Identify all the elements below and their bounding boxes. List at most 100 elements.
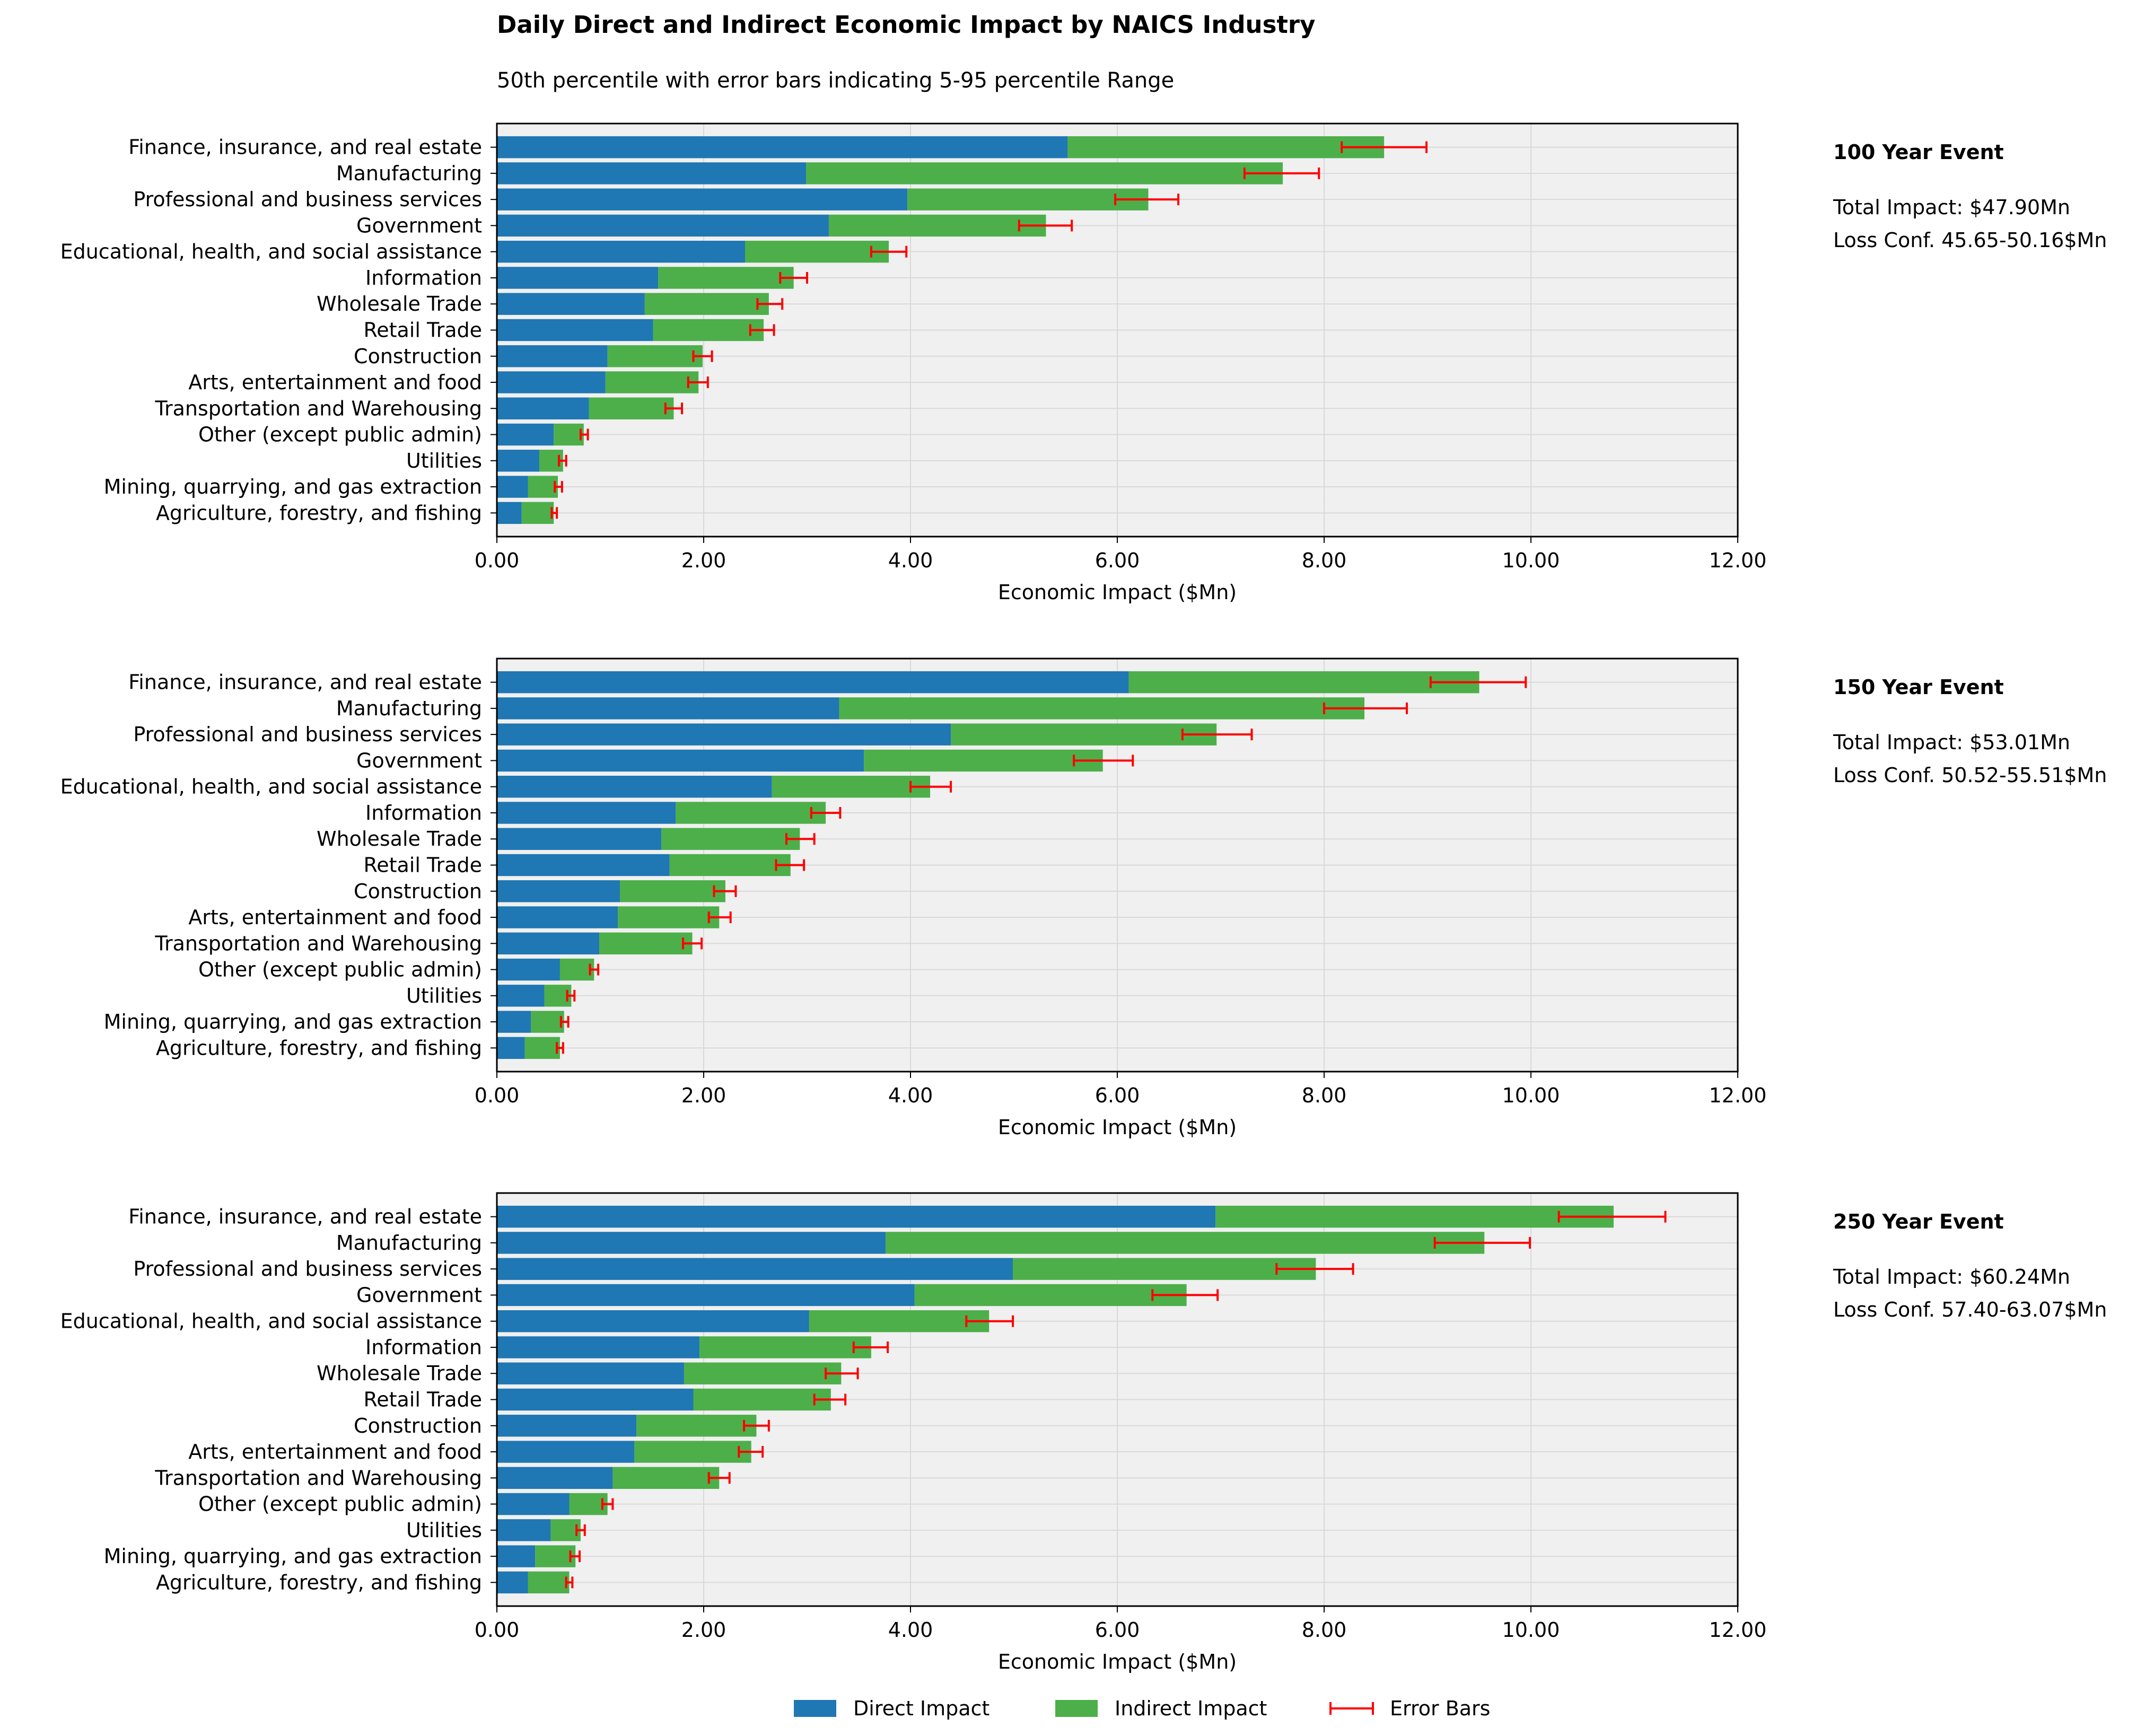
legend-label: Indirect Impact xyxy=(1115,1697,1267,1720)
bar-indirect xyxy=(535,1545,576,1567)
error-bar xyxy=(589,963,600,976)
error-bar xyxy=(1243,167,1320,179)
x-tick-label: 4.00 xyxy=(888,549,933,572)
error-bar xyxy=(743,1419,770,1432)
error-bar xyxy=(1557,1211,1667,1223)
y-tick-label: Finance, insurance, and real estate xyxy=(128,1205,482,1229)
bar-direct xyxy=(497,932,600,954)
error-bar xyxy=(554,481,563,493)
error-bar xyxy=(756,298,784,310)
y-tick-label: Government xyxy=(356,1283,482,1307)
bar-direct xyxy=(497,1441,635,1463)
bar-direct xyxy=(497,1232,886,1254)
bar-direct xyxy=(497,188,908,211)
error-bar xyxy=(852,1341,889,1353)
error-bar xyxy=(559,1016,570,1028)
x-tick-label: 12.00 xyxy=(1709,1618,1767,1642)
bar-indirect xyxy=(644,293,769,315)
y-tick-label: Information xyxy=(365,801,482,825)
error-bar xyxy=(965,1315,1014,1327)
bar-indirect xyxy=(684,1362,842,1384)
x-tick-label: 6.00 xyxy=(1095,549,1140,572)
bar-direct xyxy=(497,1415,637,1437)
error-bar xyxy=(713,885,737,897)
loss-confidence: Loss Conf. 45.65-50.16$Mn xyxy=(1833,229,2107,252)
error-bar xyxy=(825,1367,859,1380)
bar-indirect xyxy=(914,1284,1187,1307)
y-tick-label: Educational, health, and social assistan… xyxy=(60,1310,482,1333)
error-bar xyxy=(785,833,816,845)
x-tick-label: 10.00 xyxy=(1502,1618,1560,1642)
bar-direct xyxy=(497,1545,536,1567)
x-tick-label: 10.00 xyxy=(1502,1084,1560,1107)
y-tick-label: Transportation and Warehousing xyxy=(154,397,482,420)
y-tick-label: Professional and business services xyxy=(133,723,482,746)
bar-indirect xyxy=(599,932,693,954)
bar-indirect xyxy=(620,880,725,902)
total-impact: Total Impact: $53.01Mn xyxy=(1833,731,2070,754)
x-tick-label: 6.00 xyxy=(1095,1618,1140,1642)
error-bar xyxy=(682,937,703,950)
legend-item-error-bars: Error Bars xyxy=(1329,1697,1490,1720)
bar-direct xyxy=(497,450,539,472)
chart-panels: Finance, insurance, and real estateManuf… xyxy=(60,122,2107,1673)
chart-panel-1: Finance, insurance, and real estate Manuf… xyxy=(60,122,2107,604)
error-bar xyxy=(1018,220,1073,232)
x-axis-label: Economic Impact ($Mn) xyxy=(998,1116,1237,1139)
error-bar xyxy=(1181,729,1253,741)
bar-direct xyxy=(497,671,1129,694)
x-tick-label: 12.00 xyxy=(1709,1084,1767,1107)
x-tick-label: 8.00 xyxy=(1302,1618,1347,1642)
bar-indirect xyxy=(653,319,764,341)
bar-indirect xyxy=(528,1571,570,1594)
error-bar xyxy=(1433,1237,1531,1249)
bar-direct xyxy=(497,476,528,498)
bar-indirect xyxy=(1013,1258,1316,1280)
bar-direct xyxy=(497,828,662,850)
bar-direct xyxy=(497,345,608,367)
chart-panel-3: Finance, insurance, and real estateManuf… xyxy=(60,1192,2107,1673)
total-impact: Total Impact: $47.90Mn xyxy=(1833,196,2070,219)
y-tick-label: Other (except public admin) xyxy=(198,958,482,981)
bar-indirect xyxy=(1215,1205,1614,1228)
bar-indirect xyxy=(693,1388,831,1411)
y-tick-label: Educational, health, and social assistan… xyxy=(60,240,482,264)
bar-indirect xyxy=(636,1415,757,1437)
bar-indirect xyxy=(521,502,554,524)
chart-panel-2: Finance, insurance, and real estate Manuf… xyxy=(60,657,2107,1139)
error-bar xyxy=(575,1524,586,1536)
error-bar xyxy=(664,402,684,415)
legend-swatch xyxy=(1055,1700,1098,1717)
x-tick-label: 0.00 xyxy=(475,1618,520,1642)
error-bar xyxy=(556,1042,564,1054)
error-bar xyxy=(569,1550,581,1563)
bar-indirect xyxy=(886,1232,1485,1254)
y-tick-label: Educational, health, and social assistan… xyxy=(60,775,482,799)
x-tick-label: 8.00 xyxy=(1302,549,1347,572)
bar-indirect xyxy=(661,828,800,850)
panel-title: 150 Year Event xyxy=(1833,676,2004,699)
bar-indirect xyxy=(864,749,1103,772)
x-tick-label: 4.00 xyxy=(888,1618,933,1642)
error-bar xyxy=(707,911,732,924)
bar-indirect xyxy=(528,476,558,498)
y-tick-label: Arts, entertainment and food xyxy=(188,906,482,929)
bar-direct xyxy=(497,854,670,876)
x-axis-label: Economic Impact ($Mn) xyxy=(998,581,1237,604)
y-tick-label: Mining, quarrying, and gas extraction xyxy=(104,475,482,498)
bar-direct xyxy=(497,1205,1216,1228)
y-tick-label: Government xyxy=(356,749,482,772)
error-bar xyxy=(692,350,713,362)
panel-title: 100 Year Event xyxy=(1833,141,2004,164)
bar-direct xyxy=(497,1467,613,1489)
chart-subtitle: 50th percentile with error bars indicati… xyxy=(497,68,1174,93)
bar-indirect xyxy=(676,802,826,824)
bar-direct xyxy=(497,985,545,1007)
legend-item-direct-impact: Direct Impact xyxy=(794,1697,990,1720)
error-bar xyxy=(687,376,709,389)
legend-swatch xyxy=(794,1700,836,1717)
bar-direct xyxy=(497,1493,570,1515)
bar-indirect xyxy=(1067,136,1385,159)
y-tick-label: Wholesale Trade xyxy=(317,292,482,315)
y-tick-label: Professional and business services xyxy=(133,188,482,211)
